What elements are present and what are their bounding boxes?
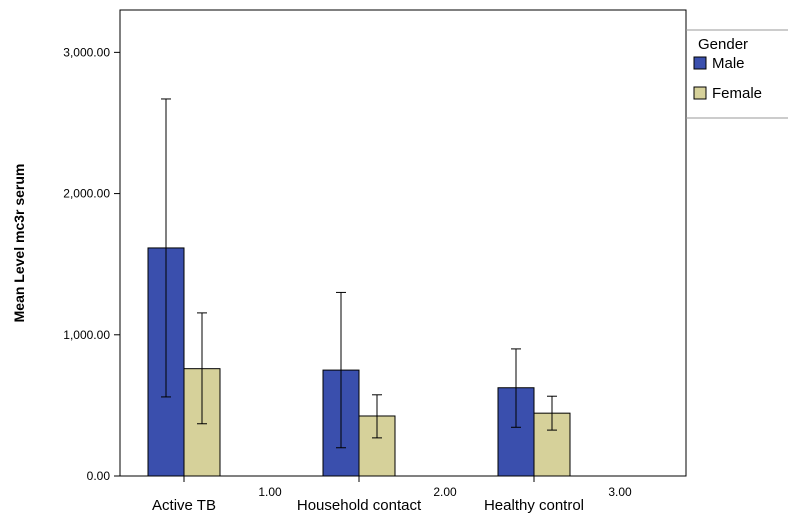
y-tick-label: 2,000.00 — [63, 187, 110, 201]
y-tick-label: 1,000.00 — [63, 328, 110, 342]
legend-swatch-male — [693, 56, 707, 70]
y-tick-label: 0.00 — [87, 469, 111, 483]
error-bars — [161, 98, 557, 449]
category-label: Household contact — [297, 497, 422, 514]
x-tick-label: 1.00 — [258, 485, 282, 499]
legend-swatch-female — [693, 86, 707, 100]
y-axis: 0.00 1,000.00 2,000.00 3,000.00 — [63, 45, 120, 483]
y-tick-label: 3,000.00 — [63, 45, 110, 59]
legend-label-female: Female — [712, 85, 762, 102]
bars — [147, 247, 571, 477]
category-label: Healthy control — [484, 497, 584, 514]
y-axis-label: Mean Level mc3r serum — [11, 164, 27, 323]
x-tick-label: 3.00 — [608, 485, 632, 499]
category-label: Active TB — [152, 497, 216, 514]
legend-label-male: Male — [712, 55, 745, 72]
x-axis: 1.00 Active TB 2.00 Household contact 3.00 He… — [152, 476, 632, 514]
legend: Gender Male Female — [686, 29, 788, 119]
plot-frame — [119, 9, 687, 477]
x-tick-label: 2.00 — [433, 485, 457, 499]
legend-title: Gender — [698, 36, 748, 53]
